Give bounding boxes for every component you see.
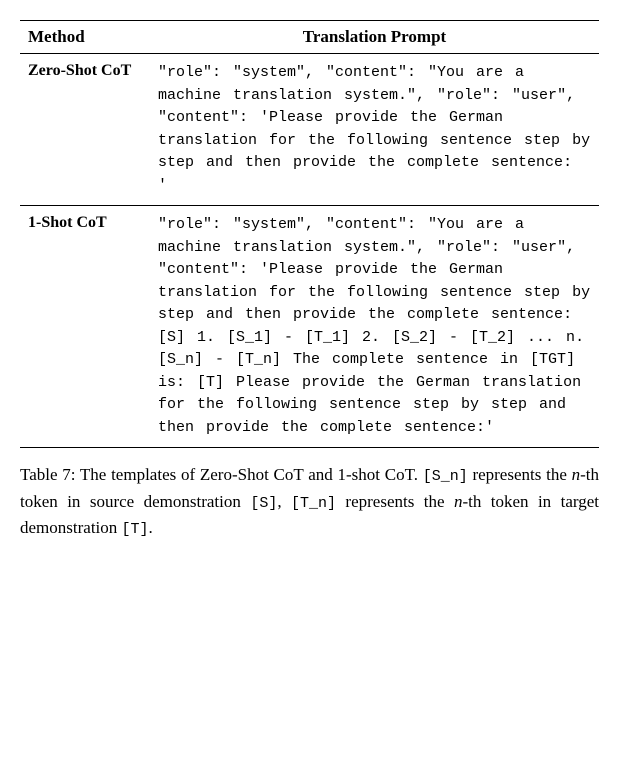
caption-text: represents the — [336, 492, 454, 511]
table-caption: Table 7: The templates of Zero-Shot CoT … — [20, 462, 599, 542]
caption-text: Table 7: The templates of Zero-Shot CoT … — [20, 465, 423, 484]
method-cell: 1-Shot CoT — [20, 206, 150, 448]
caption-text: , — [277, 492, 291, 511]
caption-italic: n — [572, 465, 581, 484]
prompt-cell: "role": "system", "content": "You are a … — [150, 54, 599, 206]
caption-code: [S_n] — [423, 468, 468, 485]
caption-text: represents the — [468, 465, 572, 484]
prompt-table: Method Translation Prompt Zero-Shot CoT … — [20, 20, 599, 448]
method-cell: Zero-Shot CoT — [20, 54, 150, 206]
table-row: 1-Shot CoT "role": "system", "content": … — [20, 206, 599, 448]
table-row: Zero-Shot CoT "role": "system", "content… — [20, 54, 599, 206]
caption-code: [T_n] — [291, 495, 336, 512]
prompt-cell: "role": "system", "content": "You are a … — [150, 206, 599, 448]
table-container: Method Translation Prompt Zero-Shot CoT … — [20, 20, 599, 542]
caption-text: . — [149, 518, 153, 537]
header-method: Method — [20, 21, 150, 54]
caption-code: [S] — [250, 495, 277, 512]
header-prompt: Translation Prompt — [150, 21, 599, 54]
table-header-row: Method Translation Prompt — [20, 21, 599, 54]
caption-code: [T] — [122, 521, 149, 538]
